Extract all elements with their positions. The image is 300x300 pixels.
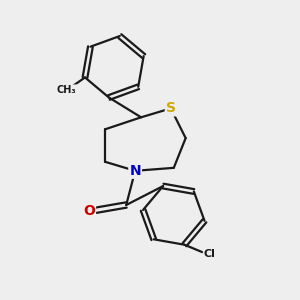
Text: O: O [83,204,95,218]
Text: N: N [129,164,141,178]
Text: CH₃: CH₃ [57,85,76,95]
Text: S: S [166,101,176,116]
Text: Cl: Cl [204,249,216,259]
